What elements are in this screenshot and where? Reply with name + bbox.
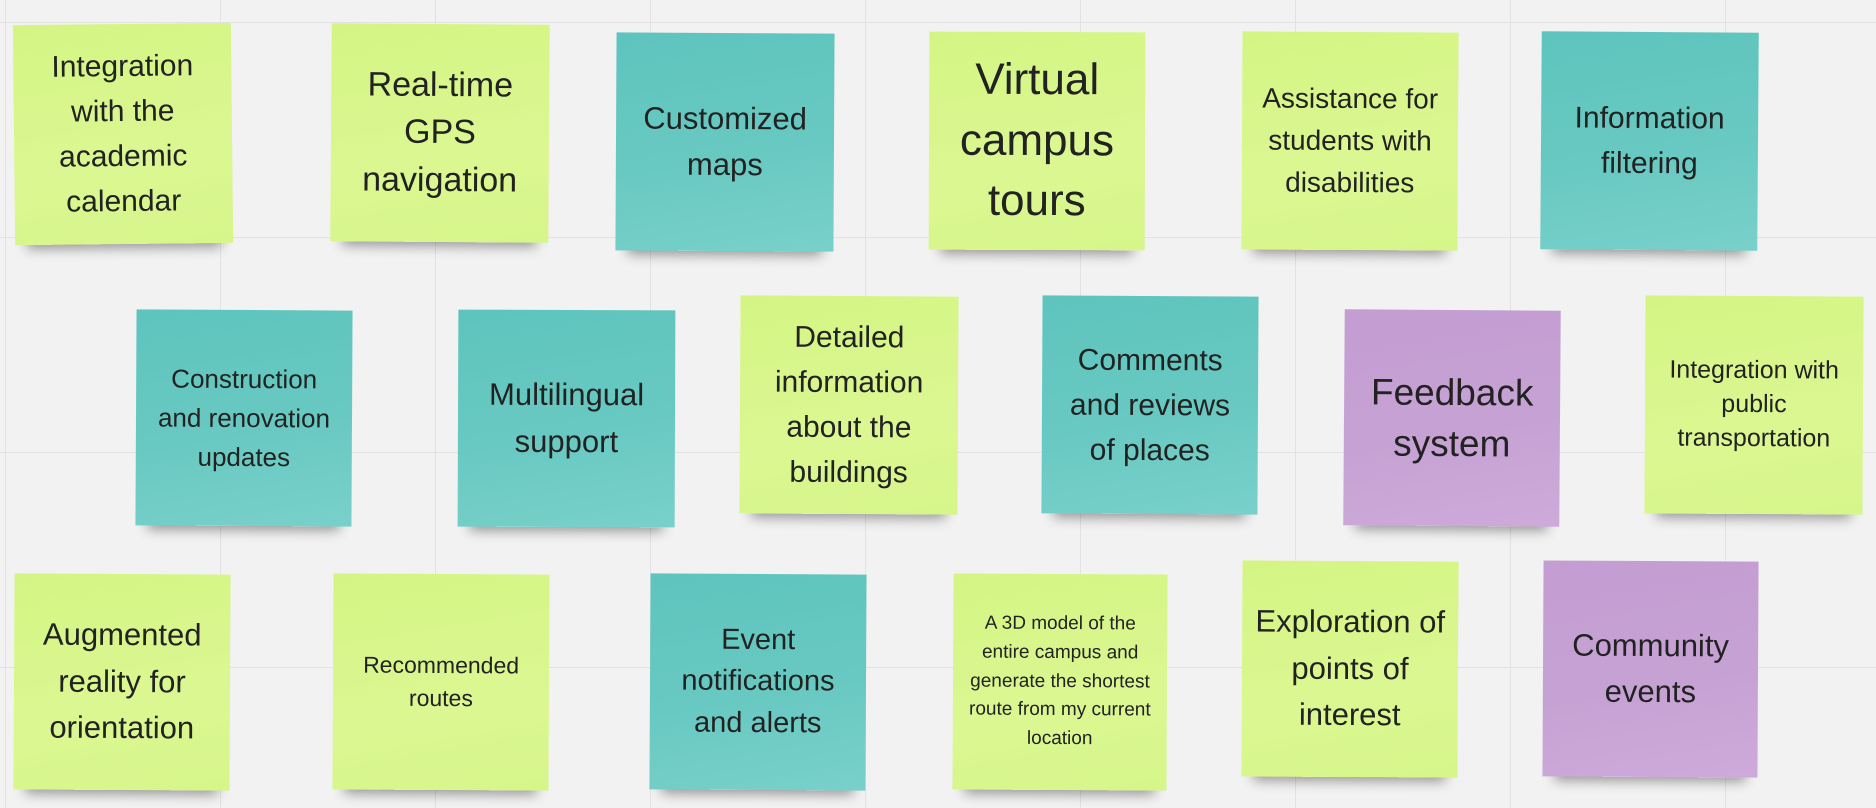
sticky-note-assistance-students-disabilities[interactable]: Assistance for students with disabilitie… (1241, 31, 1459, 251)
sticky-note-integration-academic-calendar[interactable]: Integration with the academic calendar (12, 22, 234, 246)
sticky-note-text: A 3D model of the entire campus and gene… (968, 612, 1151, 750)
sticky-note-text: Event notifications and alerts (681, 624, 835, 739)
sticky-note-event-notifications-alerts[interactable]: Event notifications and alerts (649, 573, 867, 791)
sticky-note-virtual-campus-tours[interactable]: Virtual campus tours (928, 31, 1146, 251)
sticky-note-real-time-gps-navigation[interactable]: Real-time GPS navigation (330, 23, 550, 243)
sticky-note-3d-model-shortest-route[interactable]: A 3D model of the entire campus and gene… (952, 573, 1168, 791)
sticky-note-text: Assistance for students with disabilitie… (1262, 82, 1439, 199)
sticky-note-construction-renovation-updates[interactable]: Construction and renovation updates (135, 309, 353, 527)
sticky-note-text: Construction and renovation updates (157, 363, 331, 472)
sticky-note-text: Detailed information about the buildings (774, 320, 924, 490)
sticky-note-community-events[interactable]: Community events (1542, 560, 1759, 778)
sticky-note-text: Virtual campus tours (959, 54, 1115, 226)
sticky-note-text: Community events (1572, 627, 1730, 710)
sticky-note-text: Recommended routes (363, 651, 520, 712)
sticky-note-feedback-system[interactable]: Feedback system (1343, 309, 1561, 527)
sticky-note-text: Information filtering (1574, 101, 1725, 181)
sticky-note-integration-public-transportation[interactable]: Integration with public transportation (1644, 295, 1864, 515)
sticky-note-text: Exploration of points of interest (1255, 603, 1446, 733)
sticky-note-augmented-reality-orientation[interactable]: Augmented reality for orientation (13, 573, 231, 791)
sticky-note-exploration-points-of-interest[interactable]: Exploration of points of interest (1241, 560, 1459, 778)
sticky-note-information-filtering[interactable]: Information filtering (1540, 31, 1759, 251)
sticky-note-customized-maps[interactable]: Customized maps (615, 32, 835, 252)
sticky-note-comments-reviews-places[interactable]: Comments and reviews of places (1041, 295, 1259, 515)
sticky-note-recommended-routes[interactable]: Recommended routes (332, 573, 550, 791)
sticky-note-text: Augmented reality for orientation (42, 616, 202, 746)
sticky-note-text: Integration with public transportation (1669, 355, 1840, 453)
sticky-note-text: Integration with the academic calendar (51, 49, 194, 219)
sticky-note-text: Multilingual support (488, 376, 645, 459)
sticky-note-text: Customized maps (643, 100, 808, 183)
sticky-note-text: Comments and reviews of places (1069, 343, 1231, 467)
sticky-note-text: Real-time GPS navigation (362, 65, 518, 200)
sticky-note-text: Feedback system (1370, 371, 1534, 465)
sticky-note-multilingual-support[interactable]: Multilingual support (457, 309, 676, 528)
sticky-note-detailed-building-information[interactable]: Detailed information about the buildings (739, 295, 959, 515)
